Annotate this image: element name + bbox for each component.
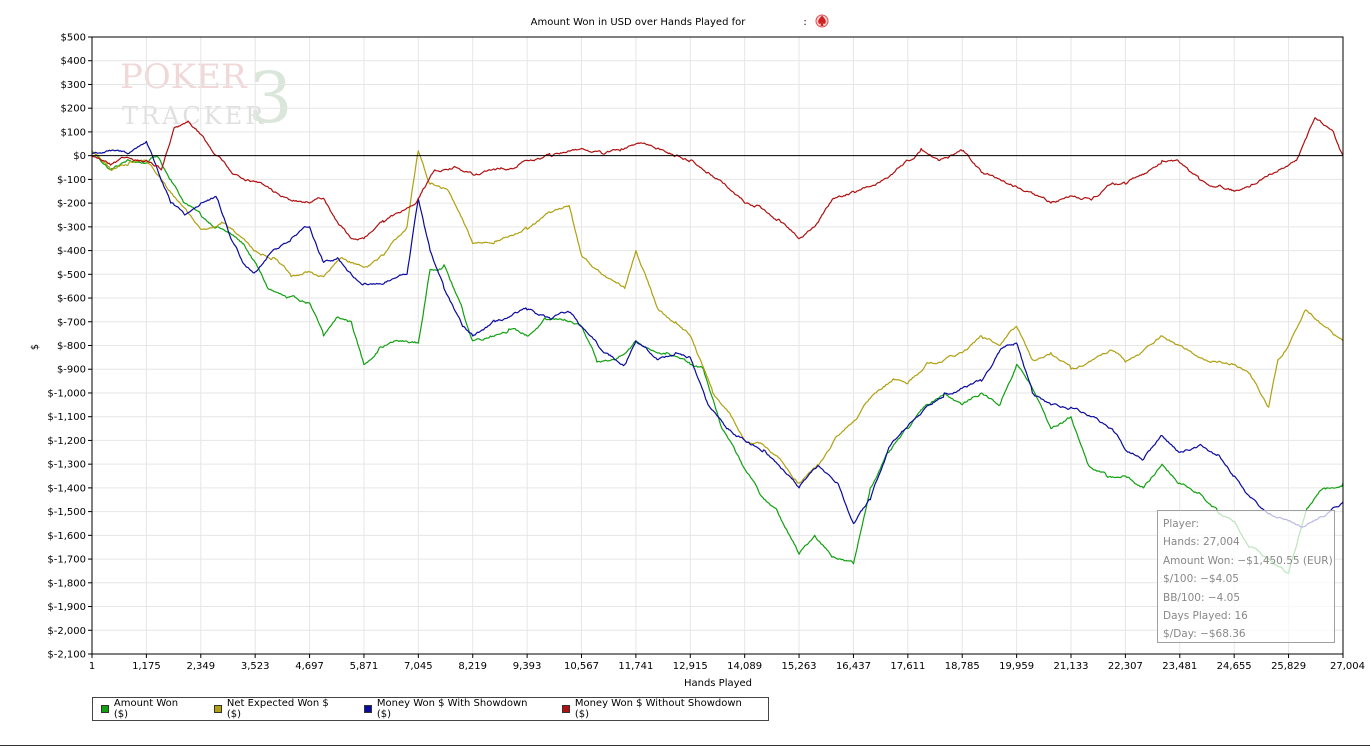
y-tick-label: $-2,000 [47,626,86,637]
y-tick-label: $-300 [57,222,86,233]
tooltip-hands: Hands: 27,004 [1163,536,1240,549]
legend-swatch [101,705,109,713]
tooltip-bb-100: BB/100: −4.05 [1163,591,1241,604]
y-tick-label: $-1,900 [47,602,86,613]
grid-lines [91,36,1344,655]
y-tick-label: $-400 [57,246,86,257]
x-tick-label: 4,697 [295,661,324,672]
y-tick-label: $-600 [57,294,86,305]
legend-swatch [363,705,372,713]
tooltip-days-played: Days Played: 16 [1163,610,1248,623]
x-tick-label: 10,567 [564,661,599,672]
x-tick-label: 17,611 [890,661,925,672]
x-tick-label: 21,133 [1054,661,1089,672]
legend-item-amount-won[interactable]: Amount Won ($) [101,698,194,720]
x-tick-label: 8,219 [458,661,487,672]
x-tick-label: 15,263 [782,661,817,672]
y-tick-label: $300 [61,80,86,91]
tooltip-per-day: $/Day: −$68.36 [1163,628,1246,641]
legend-item-net-expected[interactable]: Net Expected Won $ ($) [213,698,344,720]
series-line-1 [91,150,1344,574]
tooltip-amount-won: Amount Won: −$1,450.55 (EUR) [1163,554,1333,567]
y-tick-label: $-1,700 [47,555,86,566]
x-tick-label: 11,741 [618,661,653,672]
y-tick-label: $-2,100 [47,650,86,661]
watermark-line1: POKER [120,57,248,97]
y-tick-label: $-1,400 [47,483,86,494]
legend-item-without-showdown[interactable]: Money Won $ Without Showdown ($) [561,698,756,720]
y-tick-label: $200 [61,104,86,115]
y-axis-ticks: $500 $400 $300 $200 $100 $0 $-100 $-200 $-300 $-4… [47,33,92,661]
chart-legend: Amount Won ($) Net Expected Won $ ($) Mo… [92,697,769,721]
legend-label: Net Expected Won $ ($) [226,698,329,720]
legend-label: Money Won $ With Showdown ($) [376,698,528,720]
legend-label: Amount Won ($) [113,698,179,720]
series-lines [91,117,1344,574]
series-line-3 [92,140,1344,528]
x-tick-label: 22,307 [1108,661,1143,672]
x-tick-label: 12,915 [673,661,708,672]
x-tick-label: 9,393 [513,661,542,672]
spade-icon [815,14,829,28]
x-tick-label: 1 [89,661,95,672]
y-tick-label: $-1,500 [47,507,86,518]
legend-item-with-showdown[interactable]: Money Won $ With Showdown ($) [363,698,542,720]
chart-title: Amount Won in USD over Hands Played for [531,17,747,28]
x-axis-ticks: 1 1,175 2,349 3,523 4,697 5,871 7,045 8,219 9,39… [89,654,1365,672]
x-tick-label: 18,785 [945,661,980,672]
y-tick-label: $-1,300 [47,460,86,471]
x-tick-label: 19,959 [999,661,1034,672]
y-tick-label: $-1,100 [47,412,86,423]
y-tick-label: $-900 [57,365,86,376]
x-tick-label: 7,045 [404,661,433,672]
y-tick-label: $400 [61,56,86,67]
chart-title-suffix: : [803,17,806,28]
x-tick-label: 16,437 [836,661,871,672]
window-bottom-border [0,745,1370,746]
watermark-line2: TRACKER [122,102,266,130]
legend-swatch [213,705,222,713]
series-line-4 [91,117,1344,241]
pokertracker-watermark: POKER TRACKER 3 [120,57,293,139]
x-tick-label: 2,349 [186,661,215,672]
x-tick-label: 24,655 [1217,661,1252,672]
y-tick-label: $-500 [57,270,86,281]
y-tick-label: $0 [73,151,86,162]
x-tick-label: 25,829 [1271,661,1306,672]
tooltip-player: Player: [1163,518,1200,530]
y-tick-label: $-1,200 [47,436,86,447]
legend-label: Money Won $ Without Showdown ($) [574,698,742,720]
x-tick-label: 1,175 [132,661,161,672]
y-tick-label: $100 [61,127,86,138]
tooltip-per-100: $/100: −$4.05 [1163,573,1239,586]
x-tick-label: 23,481 [1162,661,1197,672]
y-tick-label: $-1,000 [47,388,86,399]
y-tick-label: $-800 [57,341,86,352]
stats-tooltip: Player: Hands: 27,004 Amount Won: −$1,45… [1157,510,1335,643]
series-line-2 [91,150,1344,484]
y-axis-label: $ [30,344,41,350]
x-tick-label: 5,871 [350,661,379,672]
x-axis-label: Hands Played [684,678,752,689]
y-tick-label: $-700 [57,317,86,328]
y-tick-label: $-1,800 [47,578,86,589]
x-tick-label: 14,089 [727,661,762,672]
y-tick-label: $-1,600 [47,531,86,542]
x-tick-label: 27,004 [1330,661,1365,672]
x-tick-label: 3,523 [241,661,270,672]
y-tick-label: $-200 [57,199,86,210]
y-tick-label: $-100 [57,175,86,186]
y-tick-label: $500 [61,33,86,44]
legend-swatch [561,705,570,713]
